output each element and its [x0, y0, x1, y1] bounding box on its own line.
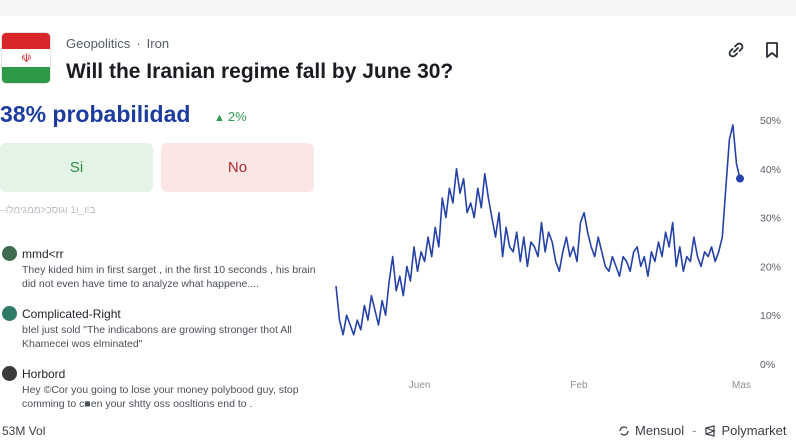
probability-change: ▲ 2% — [214, 109, 247, 124]
y-tick-label: 10% — [760, 310, 781, 322]
y-tick-label: 30% — [760, 213, 781, 225]
y-tick-label: 20% — [760, 261, 781, 273]
breadcrumb: Geopolitics · Iron — [66, 36, 170, 51]
refresh-icon — [619, 425, 629, 436]
probability-value: 38% probabilidad — [0, 101, 191, 127]
category-link[interactable]: Geopolitics — [66, 36, 131, 51]
comment-author[interactable]: Complicated-Right — [22, 307, 121, 321]
footer-right: Mensuol - Polymarket — [618, 423, 787, 438]
triangle-up-icon: ▲ — [214, 112, 225, 124]
polymarket-logo-icon — [705, 424, 717, 437]
probability-chart: 50% 40% 30% 20% 10% 0% Juen Feb Mas — [335, 115, 781, 391]
x-tick-label: Juen — [409, 380, 431, 391]
y-tick-label: 40% — [760, 164, 781, 176]
tag-link[interactable]: Iron — [146, 36, 170, 51]
comment-author[interactable]: mmd<rr — [22, 247, 64, 261]
faded-comment: –ב!ו_ו1 וגוסכ<ממגימלו — [0, 205, 320, 216]
volume-label: 53M Vol — [2, 424, 46, 438]
bookmark-icon[interactable] — [762, 40, 782, 60]
x-tick-label: Mas — [732, 380, 751, 391]
avatar[interactable] — [2, 366, 17, 381]
y-tick-label: 50% — [760, 115, 781, 127]
market-title: Will the Iranian regime fall by June 30? — [66, 60, 454, 83]
current-value-point[interactable] — [736, 174, 744, 183]
top-bar — [0, 0, 796, 16]
iran-flag-icon: ☫ — [2, 33, 50, 83]
link-icon[interactable] — [726, 40, 746, 60]
no-button[interactable]: No — [161, 143, 314, 192]
avatar[interactable] — [2, 306, 17, 321]
comment-text: They kided him in first sarget , in the … — [22, 264, 316, 290]
avatar[interactable] — [2, 246, 17, 261]
comment-author[interactable]: Horbord — [22, 367, 66, 381]
period-selector[interactable]: Mensuol — [635, 423, 685, 438]
faded-comment-text: –ב!ו_ו1 וגוסכ<ממגימלו — [0, 205, 96, 216]
y-tick-label: 0% — [760, 359, 775, 371]
comment-text: Hey ©Cor you going to lose your money po… — [22, 384, 299, 410]
x-tick-label: Feb — [570, 380, 588, 391]
yes-button[interactable]: Si — [0, 143, 153, 192]
probability-series-line — [335, 124, 741, 336]
brand-name: Polymarket — [721, 423, 787, 438]
comment-text: bIel just sold "The indicabons are growi… — [22, 324, 292, 350]
